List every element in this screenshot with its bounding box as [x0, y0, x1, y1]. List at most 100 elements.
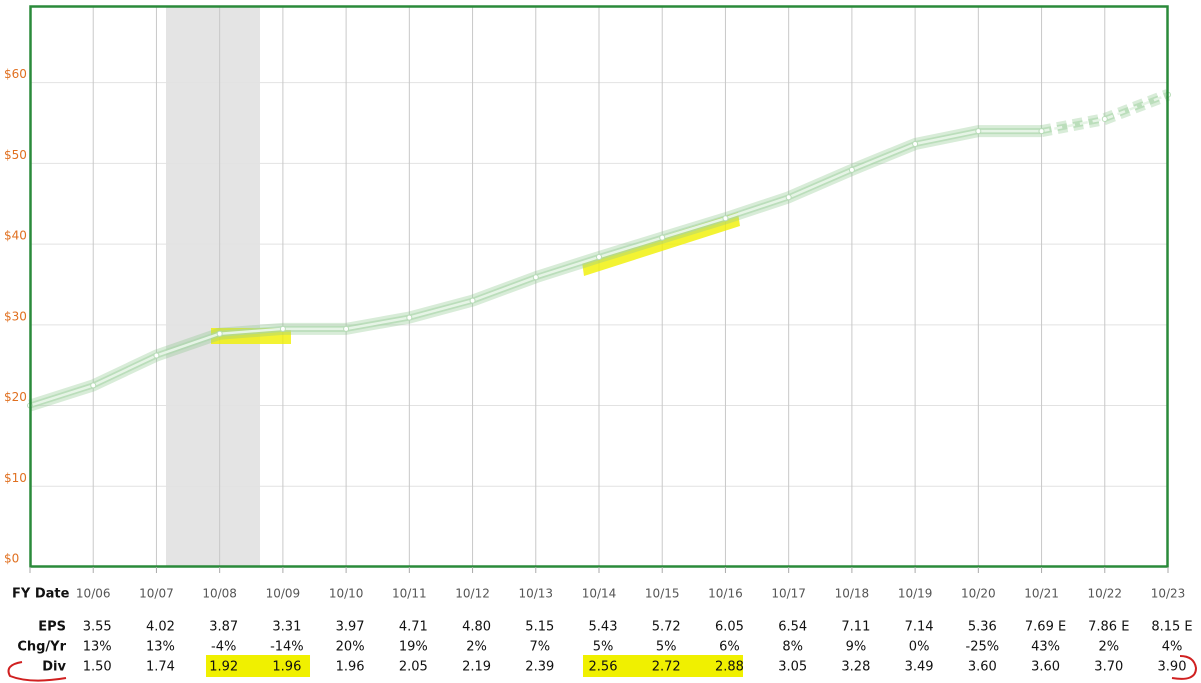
y-tick-label: $10 — [4, 471, 27, 485]
x-tick-label: 10/16 — [708, 587, 743, 601]
point — [469, 297, 476, 304]
table-cell: 2.19 — [462, 660, 491, 675]
annotation-circle — [1171, 655, 1198, 680]
table-cell: 5.36 — [968, 620, 997, 635]
recession-band — [166, 7, 260, 566]
x-tick-label: 10/19 — [898, 587, 933, 601]
table-cell: 5.43 — [589, 620, 618, 635]
highlight — [583, 655, 743, 677]
x-tick-label: 10/07 — [139, 587, 174, 601]
table-cell: 3.05 — [778, 660, 807, 675]
point — [785, 194, 792, 201]
point — [596, 254, 602, 261]
line — [1041, 93, 1169, 133]
table-cell: 20% — [336, 640, 365, 655]
table-cell: 43% — [1031, 640, 1060, 655]
point — [912, 141, 919, 148]
table-cell: 4.80 — [462, 620, 491, 635]
table-cell: 6.05 — [715, 620, 744, 635]
table-cell: 3.55 — [83, 620, 112, 635]
point — [532, 274, 539, 281]
y-tick-label: $20 — [4, 390, 27, 404]
point — [848, 166, 855, 173]
table-cell: 8% — [782, 640, 803, 655]
point — [279, 325, 286, 332]
y-tick-label: $40 — [4, 229, 27, 243]
plot-border — [29, 5, 1169, 568]
table-cell: 1.74 — [146, 660, 175, 675]
table-cell: 1.50 — [83, 660, 112, 675]
table-cell: 5.15 — [525, 620, 554, 635]
point — [975, 128, 982, 135]
point — [659, 234, 666, 241]
table-cell: 13% — [146, 640, 175, 655]
x-tick-label: 10/18 — [835, 587, 870, 601]
y-tick-label: $0 — [4, 552, 19, 566]
table-cell: 5% — [656, 640, 677, 655]
table-cell: 7.14 — [905, 620, 934, 635]
x-tick-label: 10/23 — [1151, 587, 1186, 601]
y-tick-label: $60 — [4, 67, 27, 81]
table-cell: 0% — [909, 640, 930, 655]
table-cell: 3.60 — [1031, 660, 1060, 675]
table-cell: -14% — [270, 640, 304, 655]
table-cell: 2.56 — [589, 660, 618, 675]
table-cell: 3.97 — [336, 620, 365, 635]
point — [1101, 116, 1108, 123]
table-cell: 3.60 — [968, 660, 997, 675]
table-cell: 2% — [1098, 640, 1119, 655]
point — [90, 382, 97, 389]
table-cell: -4% — [211, 640, 236, 655]
x-tick-label: 10/06 — [76, 587, 111, 601]
x-tick-label: 10/14 — [582, 587, 617, 601]
x-tick-label: 10/13 — [518, 587, 553, 601]
annotation-circle — [7, 661, 67, 682]
x-tick-label: 10/09 — [266, 587, 301, 601]
x-tick-label: 10/21 — [1024, 587, 1059, 601]
table-cell: 4.02 — [146, 620, 175, 635]
table-cell: 2.05 — [399, 660, 428, 675]
table-cell: 6% — [719, 640, 740, 655]
table-cell: 3.31 — [272, 620, 301, 635]
table-cell: 13% — [83, 640, 112, 655]
table-cell: 1.92 — [209, 660, 238, 675]
point — [406, 314, 413, 321]
table-cell: 9% — [846, 640, 867, 655]
table-cell: 6.54 — [778, 620, 807, 635]
x-tick-label: 10/08 — [202, 587, 237, 601]
row-label: Chg/Yr — [17, 640, 66, 655]
table-cell: 8.15 E — [1151, 620, 1192, 635]
grid — [30, 6, 1169, 568]
table-cell: 19% — [399, 640, 428, 655]
row-label: EPS — [38, 620, 66, 635]
table-cell: 4.71 — [399, 620, 428, 635]
table-cell: 2.72 — [652, 660, 681, 675]
x-tick-label: 10/11 — [392, 587, 427, 601]
table-cell: 2% — [466, 640, 487, 655]
table-cell: 3.70 — [1094, 660, 1123, 675]
point — [722, 215, 729, 222]
table-cell: 1.96 — [336, 660, 365, 675]
point — [343, 325, 350, 332]
point — [153, 352, 160, 359]
table-cell: 7.11 — [841, 620, 870, 635]
table-cell: 3.87 — [209, 620, 238, 635]
x-tick-label: 10/15 — [645, 587, 680, 601]
y-tick-label: $50 — [4, 148, 27, 162]
table-cell: 3.49 — [905, 660, 934, 675]
table-cell: 7% — [529, 640, 550, 655]
x-axis-label: FY Date — [12, 587, 70, 602]
x-tick-label: 10/20 — [961, 587, 996, 601]
table-cell: 5.72 — [652, 620, 681, 635]
x-tick-label: 10/12 — [455, 587, 490, 601]
x-tick-label: 10/17 — [771, 587, 806, 601]
table-cell: 2.39 — [525, 660, 554, 675]
row-label: Div — [42, 660, 66, 675]
x-tick-label: 10/10 — [329, 587, 364, 601]
table-cell: 3.90 — [1158, 660, 1187, 675]
table-cell: 5% — [593, 640, 614, 655]
table-cell: 7.69 E — [1025, 620, 1066, 635]
x-tick-label: 10/22 — [1087, 587, 1122, 601]
data-table: EPS 3.55 4.02 3.87 3.31 3.97 4.71 4.80 5.15 5.43 5… — [17, 620, 1192, 675]
